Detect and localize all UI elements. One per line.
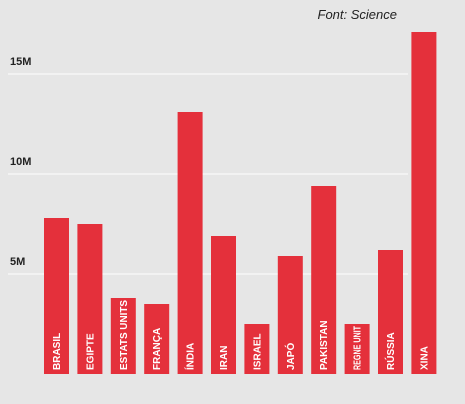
y-tick-label: 15M [10,56,31,68]
category-label: RÚSSIA [384,332,397,370]
bar-brasil [44,218,69,374]
source-note: Font: Science [317,7,398,22]
category-label: REGNE UNIT [353,326,364,370]
bar-pakistan [311,186,337,374]
y-tick-label: 5M [10,256,25,268]
category-label: PAKISTAN [319,320,330,370]
category-label: ISRAEL [252,333,263,370]
category-label: FRANÇA [152,328,163,370]
category-label: ÍNDIA [184,343,197,370]
bar-índia [177,112,203,374]
category-labels: BRASIL EGIPTE ESTATS UNITS FRANÇA ÍNDIA IRAN I… [52,300,430,370]
bars [44,32,437,374]
bar-estats-units [110,298,136,374]
bar-regne-unit [344,324,370,374]
y-tick-label: 10M [10,156,31,168]
bar-xina [411,32,437,374]
category-label: JAPÓ [284,343,297,370]
bar-israel [244,324,270,374]
gridlines [8,73,408,275]
category-label: XINA [419,346,430,370]
category-label: ESTATS UNITS [119,300,130,370]
category-label: BRASIL [52,333,63,370]
category-label: IRAN [219,346,230,370]
bar-egipte [77,224,103,374]
bar-rússia [378,250,403,374]
bar-frança [144,304,170,374]
bar-iran [211,236,236,374]
y-tick-labels: 5M 10M 15M [10,56,31,268]
category-label: EGIPTE [85,333,96,370]
bar-japó [277,256,303,374]
